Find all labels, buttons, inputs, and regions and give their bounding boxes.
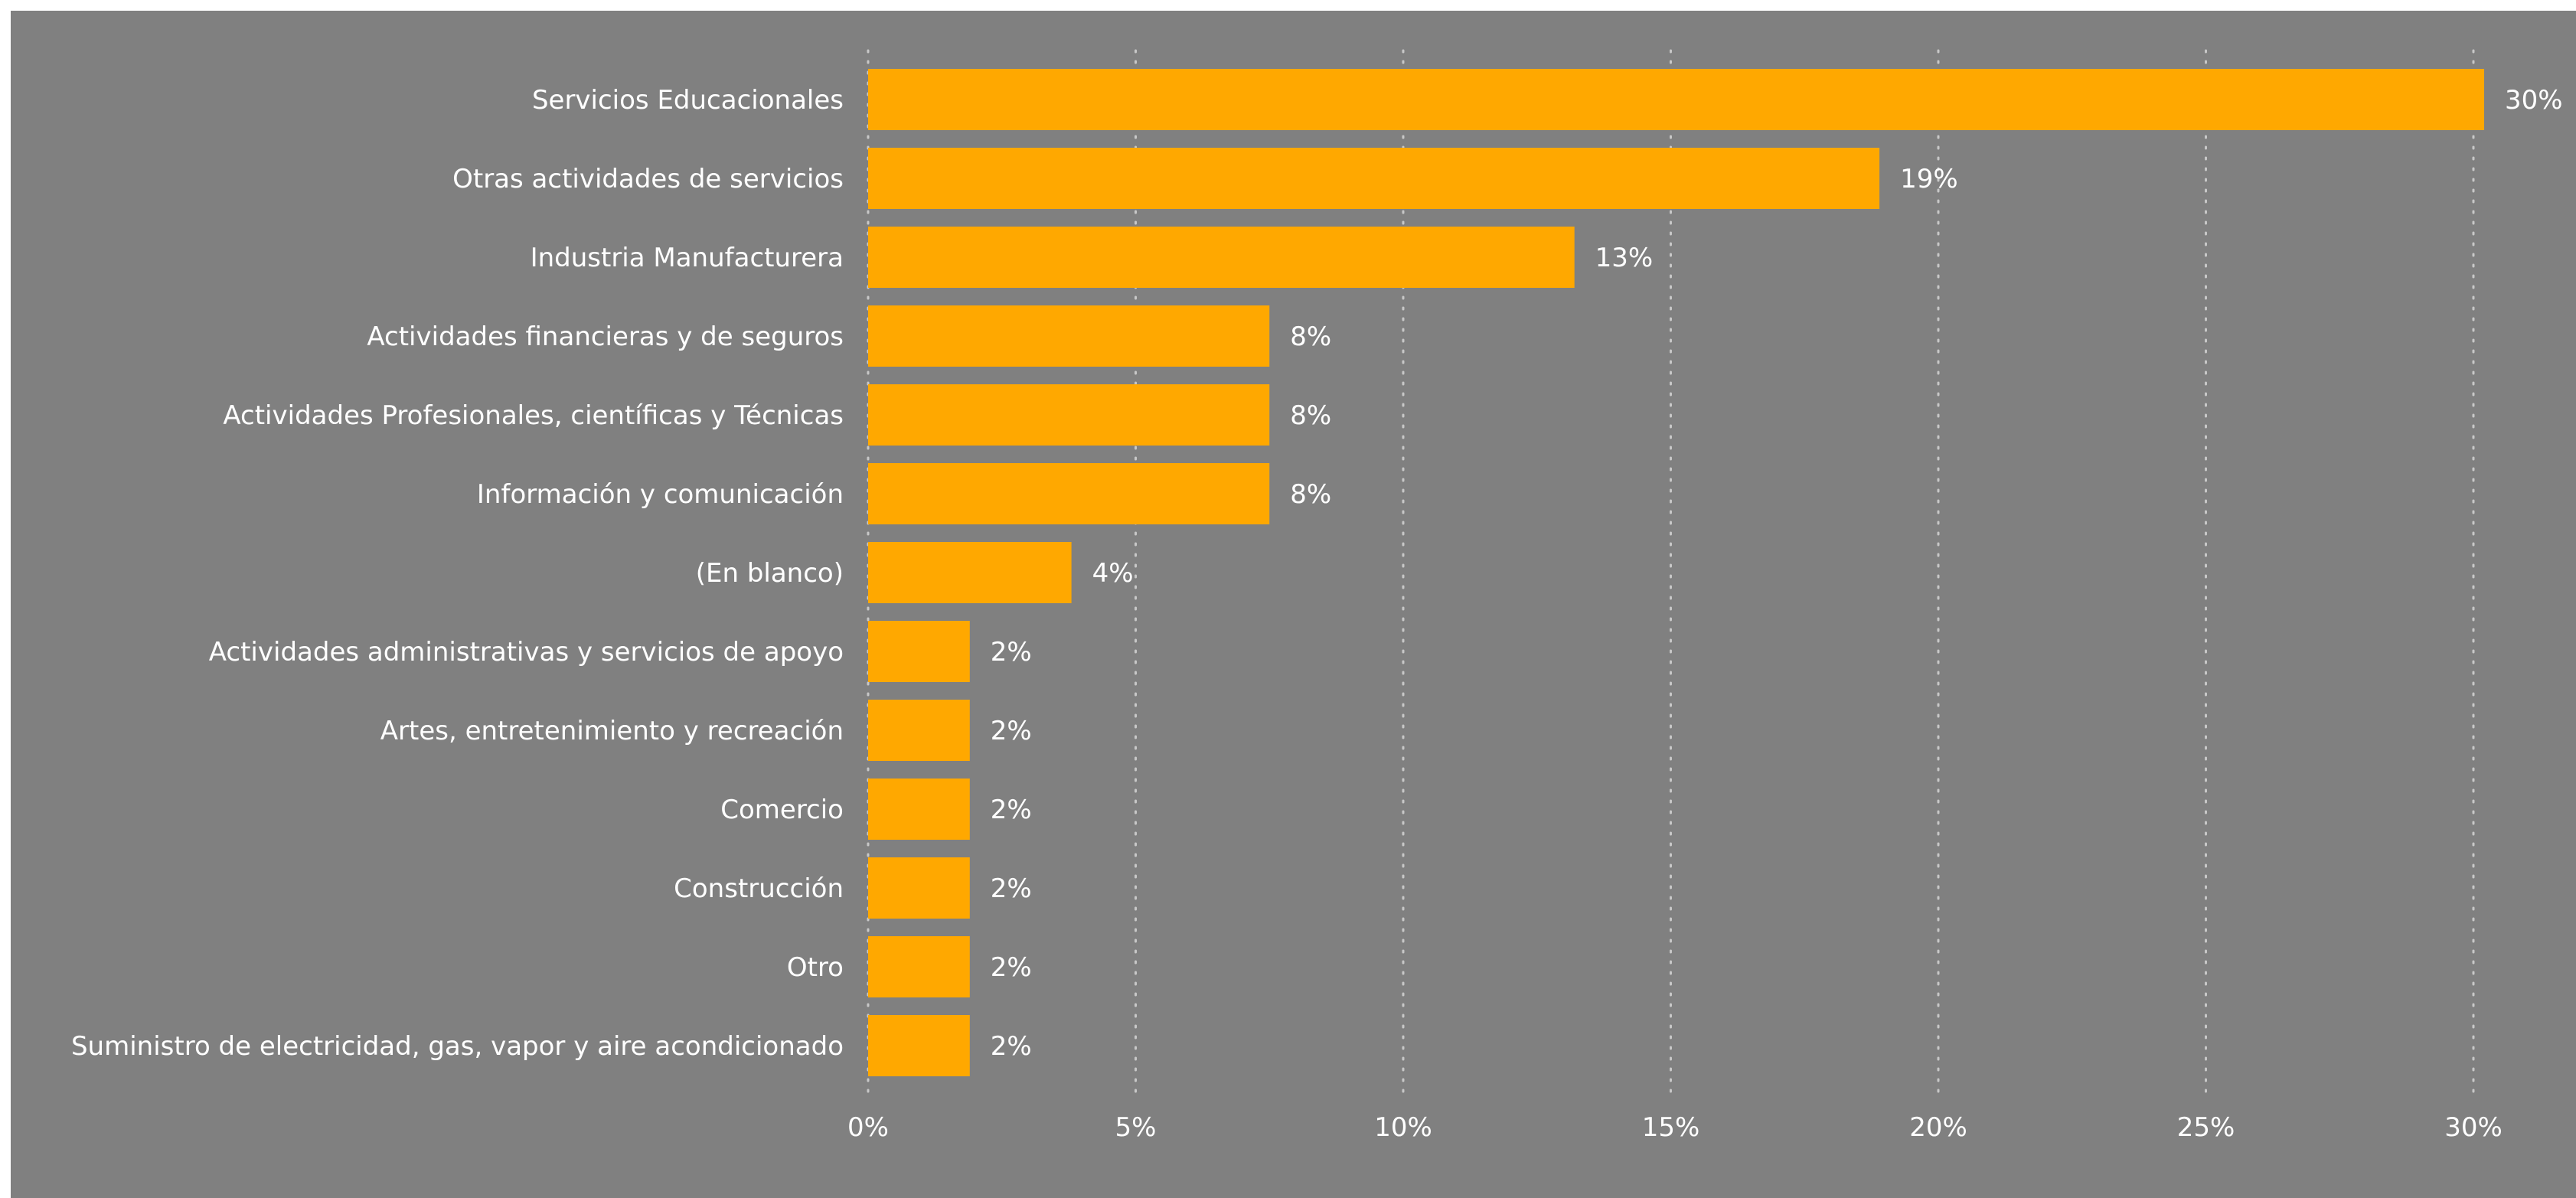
data-label: 2%: [991, 637, 1032, 668]
data-label: 2%: [991, 1031, 1032, 1062]
category-label: Construcción: [674, 873, 844, 904]
category-label: Comercio: [720, 795, 844, 825]
data-label: 30%: [2505, 85, 2563, 116]
bar: [868, 857, 970, 919]
bar-chart: Servicios Educacionales Otras actividades…: [71, 49, 2563, 1143]
data-label: 2%: [991, 716, 1032, 746]
category-label: Actividades administrativas y servicios …: [209, 637, 844, 668]
x-tick-label: 10%: [1374, 1112, 1432, 1143]
category-label: Suministro de electricidad, gas, vapor y…: [71, 1031, 844, 1062]
category-label: Actividades financieras y de seguros: [367, 322, 844, 352]
category-label: (En blanco): [696, 558, 844, 589]
bar: [868, 700, 970, 761]
bar: [868, 542, 1072, 603]
category-label: Otro: [787, 952, 844, 983]
x-tick-label: 5%: [1115, 1112, 1157, 1143]
data-label: 8%: [1290, 479, 1331, 510]
data-labels: 30% 19% 13% 8% 8% 8% 4% 2% 2% 2% 2% 2% 2%: [991, 85, 2563, 1062]
bar: [868, 384, 1270, 446]
data-label: 2%: [991, 873, 1032, 904]
x-tick-label: 0%: [847, 1112, 889, 1143]
x-tick-label: 25%: [2177, 1112, 2235, 1143]
x-tick-label: 30%: [2444, 1112, 2503, 1143]
category-label: Información y comunicación: [477, 479, 844, 510]
data-label: 13%: [1595, 243, 1654, 273]
data-label: 4%: [1092, 558, 1134, 589]
category-labels: Servicios Educacionales Otras actividades…: [71, 85, 844, 1062]
x-tick-label: 15%: [1642, 1112, 1700, 1143]
category-label: Actividades Profesionales, científicas y…: [223, 400, 844, 431]
bar: [868, 305, 1270, 367]
chart-panel: Servicios Educacionales Otras actividades…: [11, 11, 2576, 1198]
bar: [868, 1015, 970, 1076]
category-label: Artes, entretenimiento y recreación: [380, 716, 844, 746]
data-label: 8%: [1290, 400, 1331, 431]
category-label: Otras actividades de servicios: [452, 164, 844, 194]
bar: [868, 621, 970, 682]
x-axis-tick-labels: 0% 5% 10% 15% 20% 25% 30%: [847, 1112, 2503, 1143]
x-tick-label: 20%: [1909, 1112, 1967, 1143]
bar: [868, 779, 970, 840]
bars: [868, 69, 2484, 1076]
category-label: Servicios Educacionales: [532, 85, 844, 116]
category-label: Industria Manufacturera: [531, 243, 844, 273]
bar: [868, 69, 2484, 130]
data-label: 19%: [1900, 164, 1958, 194]
gridlines: [867, 49, 2475, 1095]
data-label: 2%: [991, 795, 1032, 825]
bar: [868, 463, 1270, 524]
bar: [868, 148, 1880, 209]
data-label: 2%: [991, 952, 1032, 983]
bar: [868, 227, 1575, 288]
bar: [868, 936, 970, 997]
data-label: 8%: [1290, 322, 1331, 352]
